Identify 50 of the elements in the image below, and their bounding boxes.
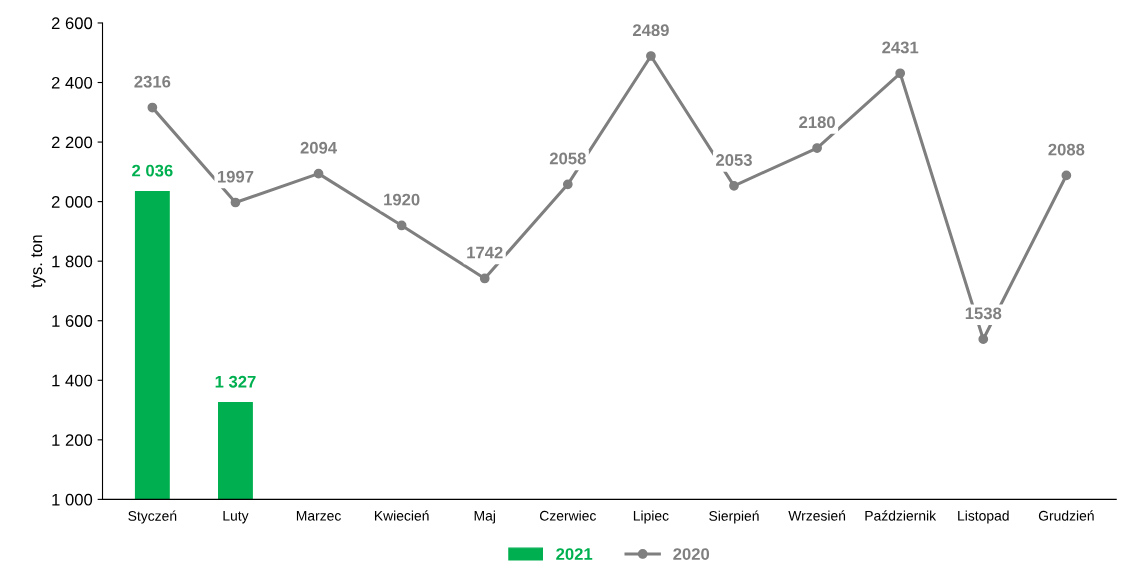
y-tick-label: 2 200 bbox=[51, 136, 93, 149]
point bbox=[646, 51, 656, 61]
data-label: 2053 bbox=[716, 154, 752, 166]
x-tick-label: Lipiec bbox=[633, 510, 669, 524]
legend-label: 2020 bbox=[673, 548, 710, 560]
data-label: 2 036 bbox=[132, 164, 173, 177]
data-label: 2431 bbox=[882, 41, 919, 54]
point bbox=[147, 102, 158, 113]
data-label: 2489 bbox=[632, 24, 669, 37]
point bbox=[562, 179, 573, 190]
point bbox=[1061, 170, 1072, 181]
x-tick-label: Marzec bbox=[296, 511, 341, 521]
legend-label: 2021 bbox=[556, 548, 593, 560]
point bbox=[895, 68, 906, 79]
y-tick-label: 2 000 bbox=[51, 196, 93, 208]
x-tick-label: Sierpień bbox=[709, 510, 759, 524]
x-tick-label: Luty bbox=[223, 511, 249, 524]
point bbox=[978, 334, 989, 345]
x-tick-label: Czerwiec bbox=[539, 510, 597, 521]
y-tick-label: 2 600 bbox=[51, 17, 93, 30]
y-tick-label: 1 800 bbox=[52, 255, 93, 268]
y-tick-label: 2 400 bbox=[51, 76, 93, 89]
data-label: 2316 bbox=[134, 75, 171, 88]
data-label: 1920 bbox=[384, 193, 420, 206]
x-tick-label: Grudzień bbox=[1038, 510, 1094, 521]
point bbox=[230, 197, 241, 208]
data-label: 2094 bbox=[300, 141, 337, 154]
y-tick-label: 1 400 bbox=[52, 374, 93, 387]
point bbox=[396, 220, 407, 231]
x-tick-label: Listopad bbox=[958, 510, 1009, 524]
data-label: 1997 bbox=[217, 170, 254, 183]
data-label: 1742 bbox=[467, 246, 503, 259]
x-tick-label: Maj bbox=[474, 510, 495, 524]
point bbox=[313, 168, 324, 179]
point bbox=[729, 180, 739, 191]
x-tick-label: Kwiecień bbox=[374, 510, 429, 521]
data-label: 2058 bbox=[549, 152, 586, 165]
data-label: 2088 bbox=[1048, 143, 1085, 156]
point bbox=[479, 273, 490, 284]
y-axis-title: tys. ton bbox=[31, 235, 46, 288]
x-tick-label: Październik bbox=[865, 510, 937, 521]
data-label: 1 327 bbox=[215, 375, 256, 388]
y-tick-label: 1 200 bbox=[52, 434, 93, 447]
y-tick-label: 1 000 bbox=[52, 493, 93, 506]
data-label: 1538 bbox=[965, 307, 1002, 320]
x-tick-label: Styczeń bbox=[128, 510, 177, 524]
data-label: 2180 bbox=[799, 116, 835, 129]
y-tick-label: 1 600 bbox=[52, 315, 93, 327]
x-tick-label: Wrzesień bbox=[788, 510, 846, 521]
point bbox=[812, 143, 822, 153]
